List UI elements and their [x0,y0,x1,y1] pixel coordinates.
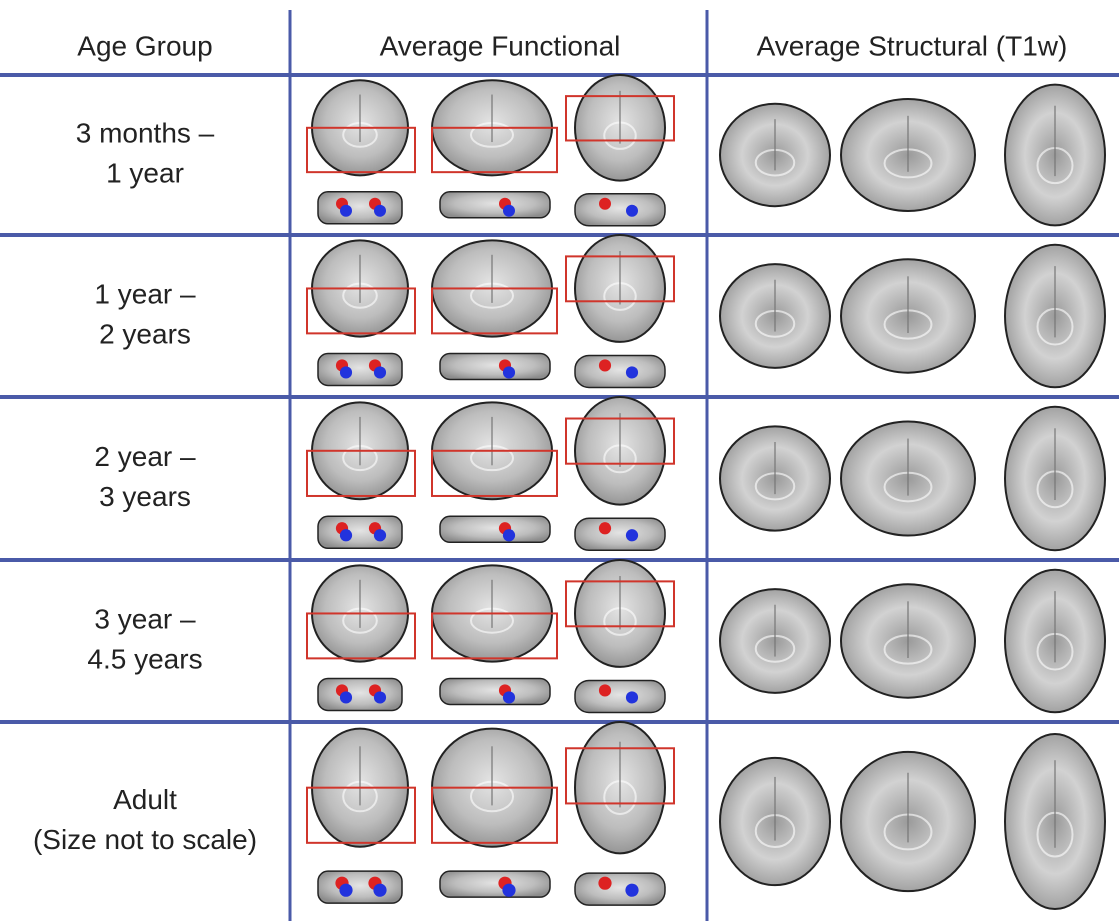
crop [574,517,666,552]
crop [574,193,666,227]
crop [439,677,551,706]
crop [439,191,551,219]
roi-dot [598,359,612,372]
roi-dot [625,366,639,379]
crop [317,870,403,904]
roi-dot [373,691,387,704]
crop [439,352,551,381]
roi-dot [503,204,515,217]
roi-box [431,612,558,660]
crop [317,677,403,712]
roi-dot [373,529,387,542]
roi-box [565,580,675,628]
roi-dot [625,691,639,704]
roi-dot [339,691,353,704]
roi-dot [626,204,638,217]
roi-box [431,449,558,497]
roi-dot [502,366,516,379]
roi-dot [339,883,353,897]
age-label: (Size not to scale) [33,824,257,855]
roi-box [431,287,558,335]
age-label: 2 years [99,318,191,349]
age-label: 4.5 years [87,643,202,674]
roi-box [431,786,558,844]
age-label: Adult [113,784,177,815]
roi-dot [373,366,387,379]
roi-dot [339,366,353,379]
roi-dot [625,529,639,542]
roi-box [306,126,416,174]
header-functional: Average Functional [380,30,621,61]
roi-dot [598,522,612,535]
roi-box [565,255,675,303]
roi-box [565,417,675,465]
roi-dot [374,204,386,217]
roi-dot [339,529,353,542]
crop [574,354,666,389]
roi-box [306,786,416,844]
roi-dot [373,883,387,897]
roi-box [565,95,675,142]
roi-box [431,126,558,174]
crop [317,191,403,225]
roi-dot [340,204,352,217]
age-label: 1 year [106,157,184,188]
roi-dot [502,529,516,542]
roi-box [306,612,416,660]
age-label: 3 years [99,481,191,512]
roi-box [306,287,416,335]
roi-box [565,747,675,805]
crop [317,515,403,550]
roi-dot [599,197,611,210]
crop [574,872,666,906]
roi-dot [625,883,639,897]
age-label: 3 months – [76,117,215,148]
roi-dot [502,691,516,704]
crop [439,515,551,544]
age-label: 2 year – [94,441,196,472]
age-label: 3 year – [94,603,196,634]
age-label: 1 year – [94,278,196,309]
crop [574,679,666,714]
roi-dot [598,876,612,890]
roi-box [306,449,416,497]
crop [439,870,551,898]
roi-dot [502,883,516,897]
header-structural: Average Structural (T1w) [757,30,1068,61]
roi-dot [598,684,612,697]
header-age-group: Age Group [77,30,212,61]
crop [317,352,403,387]
